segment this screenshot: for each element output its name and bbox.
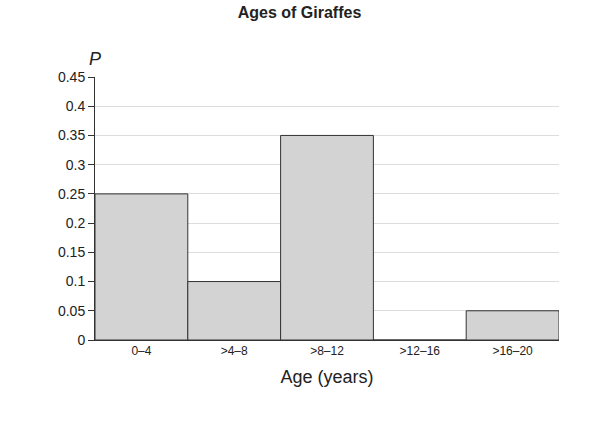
svg-text:>12–16: >12–16 [400, 344, 441, 358]
svg-text:0.05: 0.05 [58, 303, 85, 319]
svg-text:>16–20: >16–20 [492, 344, 533, 358]
svg-text:0: 0 [77, 332, 85, 348]
svg-text:>4–8: >4–8 [221, 344, 248, 358]
svg-text:0–4: 0–4 [131, 344, 151, 358]
svg-text:0.45: 0.45 [58, 69, 85, 85]
svg-text:P: P [89, 49, 101, 69]
svg-text:0.35: 0.35 [58, 127, 85, 143]
svg-text:0.4: 0.4 [66, 98, 86, 114]
svg-text:Age (years): Age (years) [280, 367, 373, 387]
svg-text:Ages of Giraffes: Ages of Giraffes [238, 4, 362, 21]
svg-text:0.25: 0.25 [58, 186, 85, 202]
svg-text:0.2: 0.2 [66, 215, 86, 231]
svg-text:0.1: 0.1 [66, 273, 86, 289]
svg-text:0.3: 0.3 [66, 157, 86, 173]
svg-text:0.15: 0.15 [58, 244, 85, 260]
svg-text:>8–12: >8–12 [310, 344, 344, 358]
